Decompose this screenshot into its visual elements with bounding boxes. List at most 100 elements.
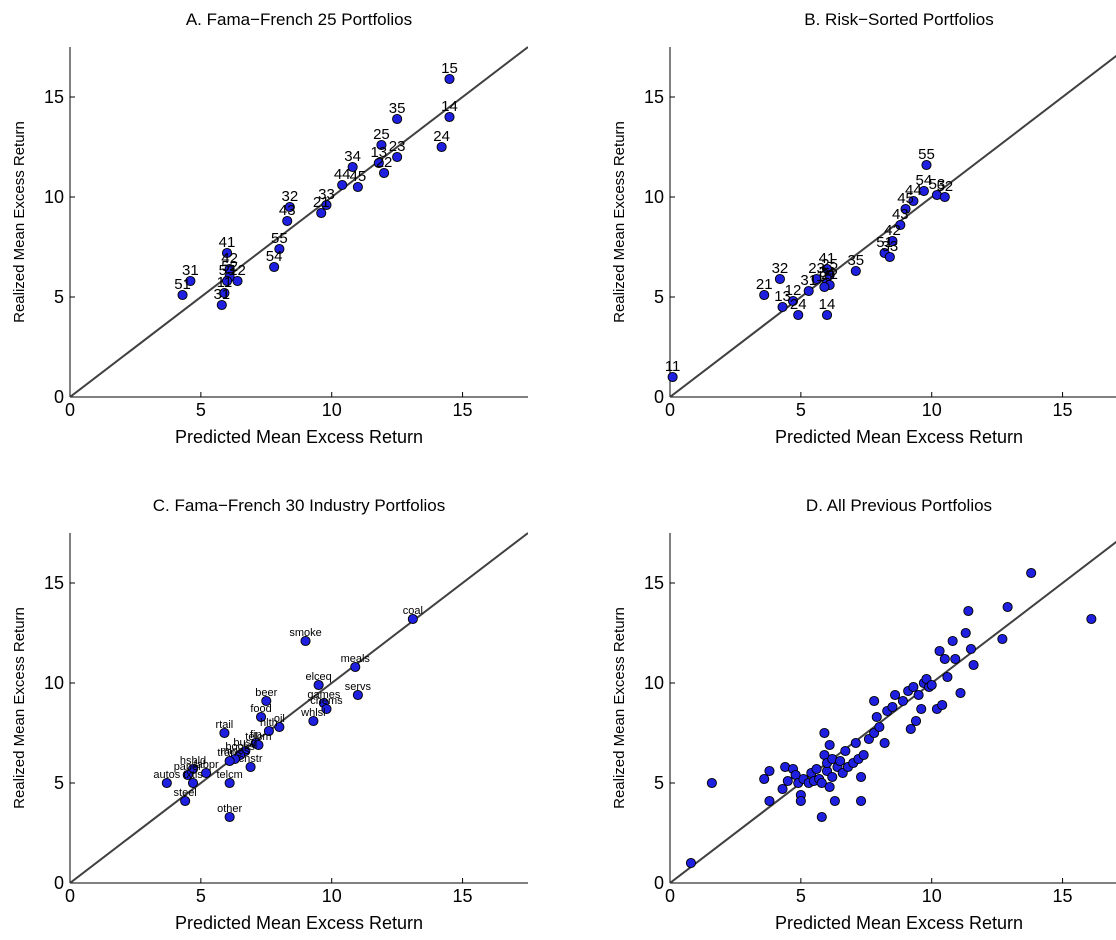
data-point (376, 139, 387, 151)
y-tick-label: 15 (644, 573, 664, 593)
y-tick-label: 5 (54, 773, 64, 793)
data-point (782, 775, 793, 787)
data-point (939, 191, 950, 203)
data-point (392, 151, 403, 163)
point-label: trans (217, 747, 242, 759)
data-point (793, 309, 804, 321)
point-label: txtls (183, 769, 203, 781)
reference-line (70, 532, 528, 883)
point-label: games (307, 689, 341, 701)
point-label: 34 (819, 264, 836, 281)
data-point (895, 219, 906, 231)
data-point (960, 627, 971, 639)
data-point (308, 715, 319, 727)
data-point (379, 167, 390, 179)
point-label: fabpr (194, 759, 219, 771)
point-label: meals (341, 653, 371, 665)
data-point (444, 73, 455, 85)
point-label: 54 (916, 172, 933, 189)
data-point (816, 811, 827, 823)
x-tick-label: 0 (665, 886, 675, 906)
data-point (347, 161, 358, 173)
point-label: elceq (305, 671, 331, 683)
point-label: 53 (929, 176, 946, 193)
data-point (216, 299, 227, 311)
data-point (337, 179, 348, 191)
x-axis-label: Predicted Mean Excess Return (775, 913, 1023, 933)
data-point (918, 185, 929, 197)
data-point (263, 725, 274, 737)
data-point (352, 181, 363, 193)
point-label: 25 (373, 126, 390, 143)
point-label: 11 (665, 358, 681, 375)
data-point (884, 251, 895, 263)
data-point (373, 157, 384, 169)
data-point (180, 795, 191, 807)
data-point (887, 235, 898, 247)
data-point (897, 695, 908, 707)
data-point (245, 761, 256, 773)
data-point (827, 771, 838, 783)
point-label: 25 (821, 256, 838, 273)
point-label: 33 (318, 186, 335, 203)
point-label: 15 (441, 60, 458, 77)
data-point (232, 275, 243, 287)
point-label: 33 (881, 238, 898, 255)
point-label: 13 (774, 288, 791, 305)
data-point (219, 727, 230, 739)
point-label: beer (255, 687, 277, 699)
y-tick-label: 0 (654, 873, 664, 893)
data-point (759, 773, 770, 785)
data-point (185, 275, 196, 287)
point-label: 13 (370, 144, 387, 161)
point-label: 22 (821, 266, 838, 283)
data-point (1002, 601, 1013, 613)
point-label: 45 (350, 168, 367, 185)
panel-b: B. Risk−Sorted Portfolios 0 5 10 15 0 5 10 15 Pre… (611, 10, 1116, 447)
point-label: 44 (334, 166, 351, 183)
y-tick-label: 0 (654, 387, 664, 407)
data-point (224, 755, 235, 767)
data-point (939, 653, 950, 665)
point-label: rtail (216, 719, 234, 731)
point-label: 12 (785, 282, 802, 299)
point-label: 43 (279, 202, 296, 219)
point-label: 23 (808, 260, 825, 277)
data-point (947, 635, 958, 647)
data-point (392, 113, 403, 125)
y-tick-label: 15 (44, 573, 64, 593)
point-label: telcm (245, 731, 271, 743)
point-label: whlsl (300, 707, 325, 719)
point-label: coal (403, 605, 423, 617)
point-label: 35 (847, 252, 864, 269)
data-point (777, 783, 788, 795)
data-point (706, 777, 717, 789)
point-label: steel (174, 787, 197, 799)
y-tick-label: 5 (54, 287, 64, 307)
point-label: 51 (876, 234, 893, 251)
x-tick-label: 10 (322, 886, 342, 906)
point-label: chems (310, 695, 343, 707)
data-point (274, 243, 285, 255)
data-point (261, 695, 272, 707)
point-label: oil (274, 713, 285, 725)
y-tick-label: 5 (654, 287, 664, 307)
data-point (284, 201, 295, 213)
data-point (221, 275, 233, 287)
x-tick-label: 15 (1053, 400, 1073, 420)
point-label: 51 (174, 276, 191, 293)
data-point (269, 261, 280, 273)
data-point (887, 701, 898, 713)
y-tick-label: 0 (54, 387, 64, 407)
x-tick-label: 10 (922, 886, 942, 906)
point-label: 31 (182, 262, 199, 279)
x-axis-label: Predicted Mean Excess Return (775, 427, 1023, 447)
point-label: 21 (756, 276, 773, 293)
point-label: fin (250, 729, 262, 741)
point-label: 55 (918, 146, 935, 163)
x-axis-label: Predicted Mean Excess Return (175, 427, 423, 447)
data-point (913, 689, 924, 701)
point-label: telcm (217, 769, 243, 781)
data-point (955, 687, 966, 699)
data-point (997, 633, 1008, 645)
